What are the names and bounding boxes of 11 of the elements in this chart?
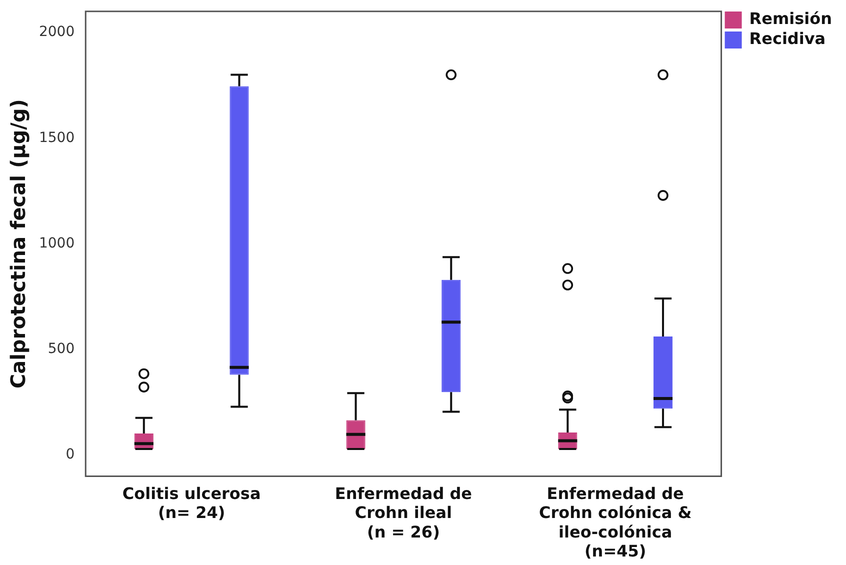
- y-tick-label: 1000: [38, 235, 75, 252]
- y-tick-label: 2000: [38, 24, 75, 40]
- y-tick-label: 0: [66, 446, 75, 463]
- y-tick-label: 500: [48, 341, 75, 358]
- x-tick-label: Colitis ulcerosa (n= 24): [122, 484, 261, 522]
- y-axis-title: Calprotectina fecal (µg/g): [6, 99, 30, 389]
- y-tick-label: 1500: [38, 130, 75, 146]
- legend-label: Recidiva: [749, 29, 826, 48]
- legend-label: Remisión: [749, 9, 832, 28]
- x-tick-label: Enfermedad de Crohn colónica & ileo-colónica (n=45): [539, 484, 692, 561]
- x-tick-label: Enfermedad de Crohn ileal (n = 26): [334, 484, 472, 542]
